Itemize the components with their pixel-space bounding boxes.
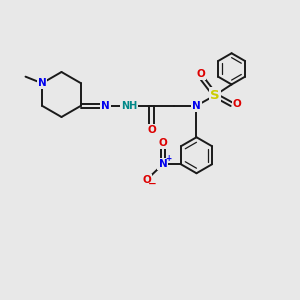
Text: O: O bbox=[147, 125, 156, 135]
Text: N: N bbox=[192, 101, 201, 111]
Text: N: N bbox=[101, 101, 110, 111]
Text: O: O bbox=[196, 69, 206, 79]
Text: N: N bbox=[158, 159, 167, 169]
Text: O: O bbox=[158, 138, 167, 148]
Text: −: − bbox=[147, 179, 156, 189]
Text: N: N bbox=[38, 78, 46, 88]
Text: NH: NH bbox=[121, 101, 137, 111]
Text: S: S bbox=[210, 89, 220, 102]
Text: +: + bbox=[165, 154, 171, 163]
Text: O: O bbox=[232, 99, 242, 109]
Text: O: O bbox=[142, 175, 151, 185]
